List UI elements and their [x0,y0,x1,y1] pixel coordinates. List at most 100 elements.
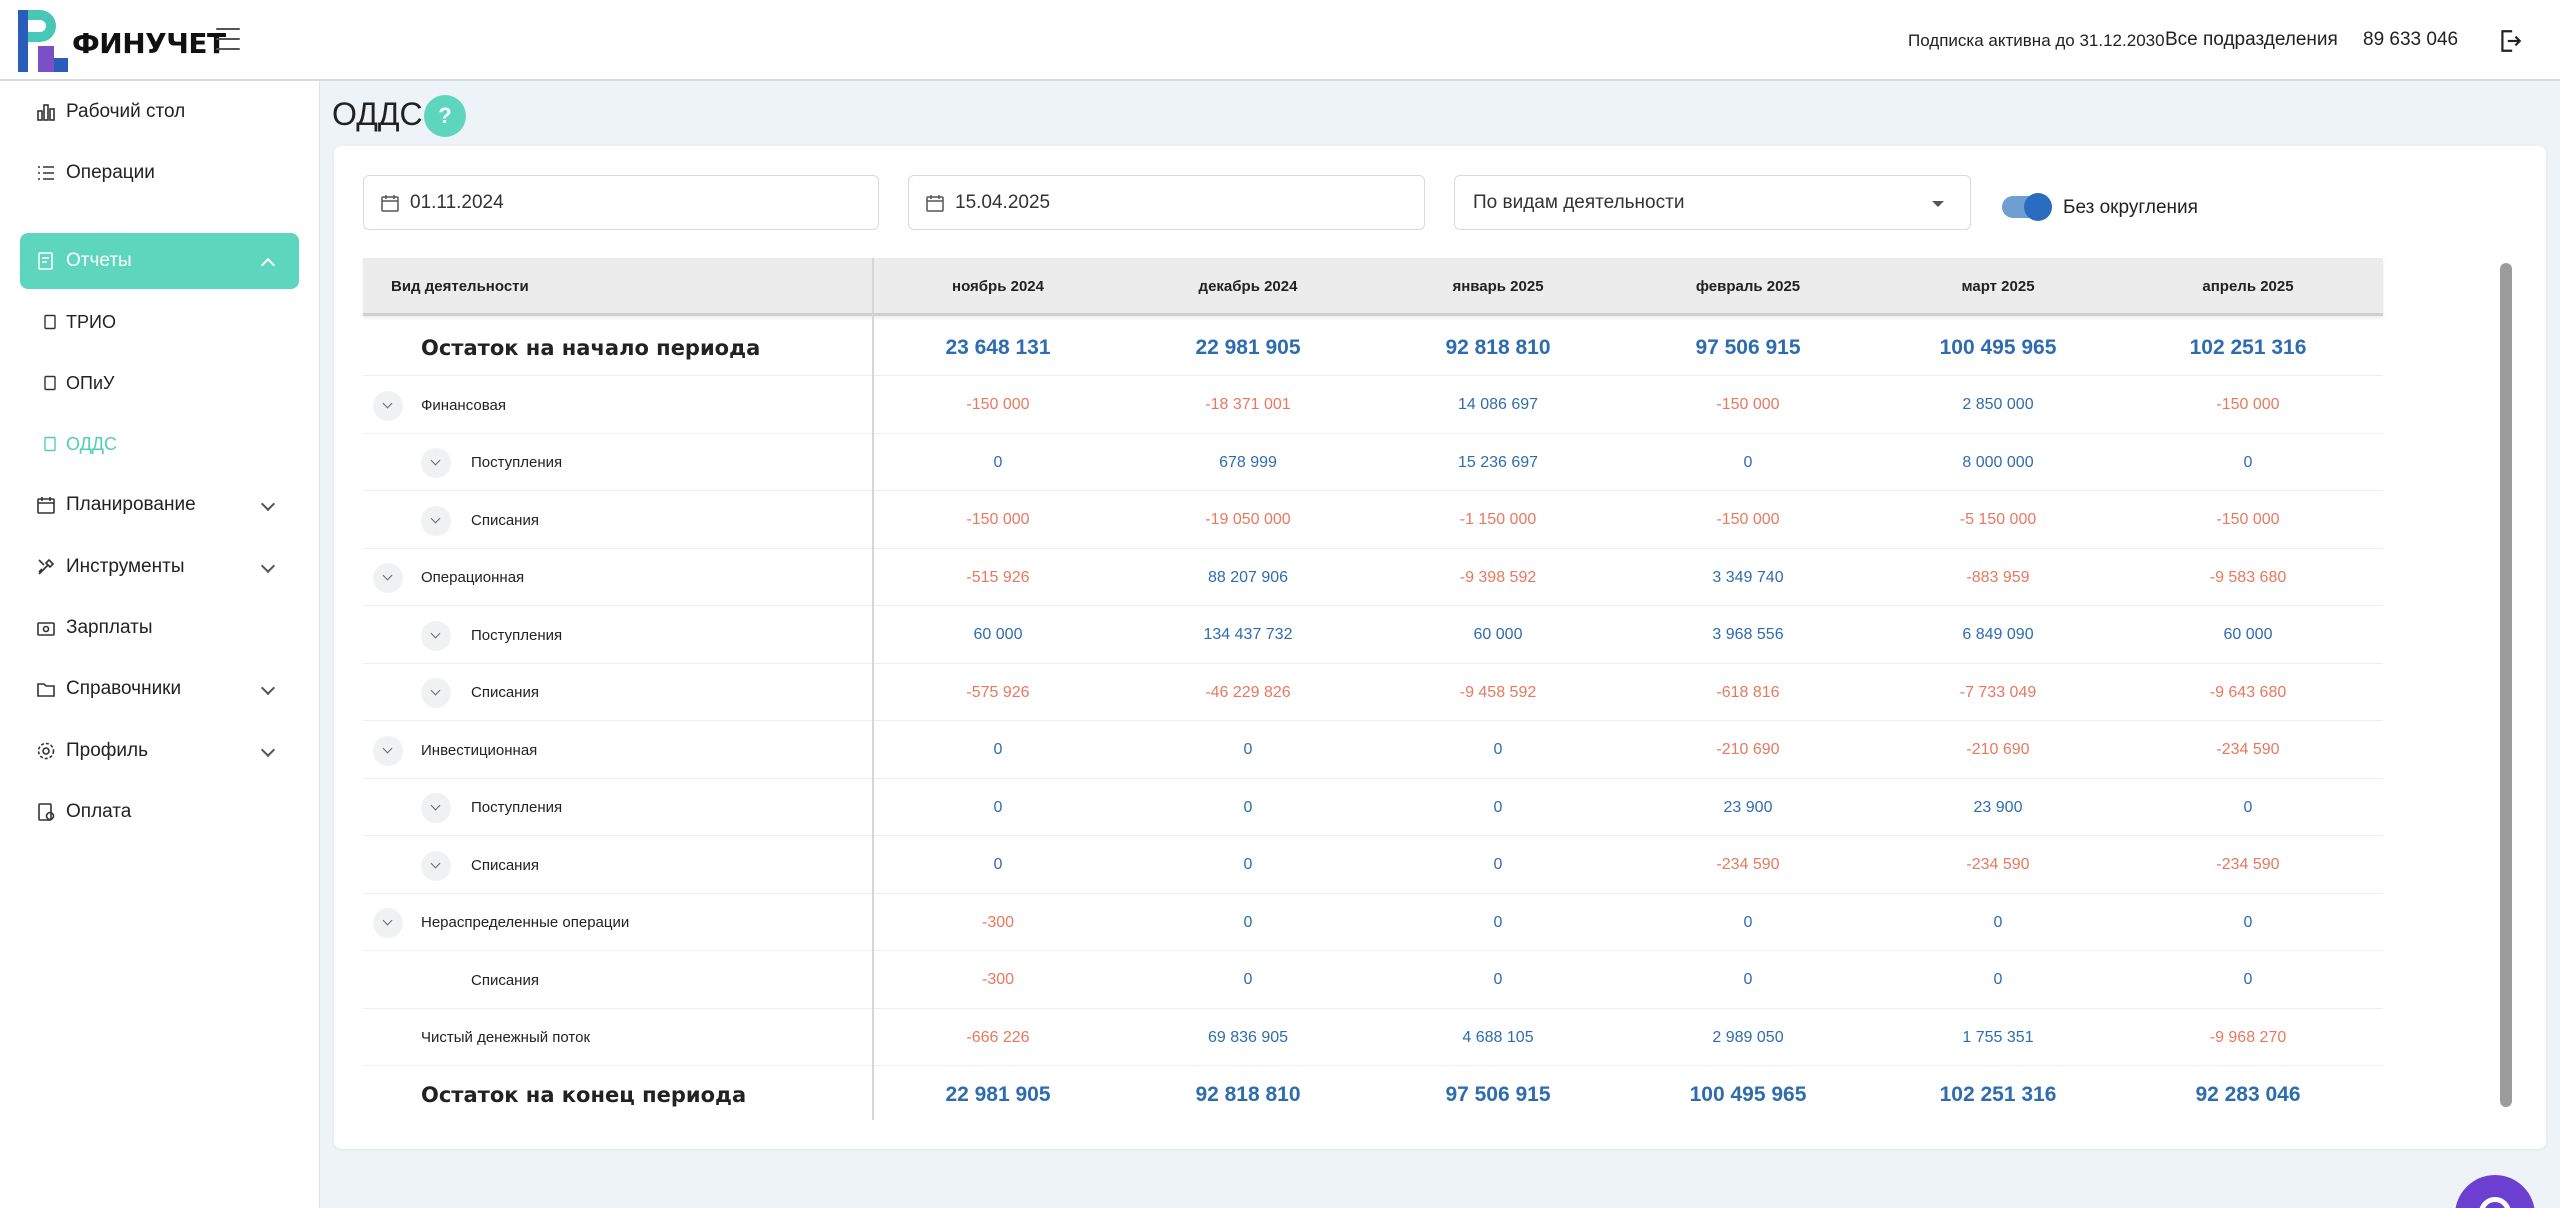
sidebar-item-reports[interactable]: Отчеты [20,233,299,289]
chevron-up-icon [260,257,276,273]
table-cell: 0 [1743,971,1753,988]
table-row: Чистый денежный поток -666 226 69 836 905 4… [363,1009,2383,1066]
top-header: ФИНУЧЕТ Подписка активна до 31.12.2030 В… [0,0,2560,81]
logo[interactable] [18,10,70,72]
hamburger-menu-icon[interactable] [216,28,240,50]
expand-chevron-icon[interactable] [421,850,451,881]
table-cell: 0 [993,856,1003,873]
sidebar-subitem-trio[interactable]: ТРИО [42,302,116,342]
table-cell: 6 849 090 [1962,626,2034,643]
sidebar-item-planning[interactable]: Планирование [20,477,299,533]
sidebar-subitem-odds[interactable]: ОДДС [42,424,117,464]
sidebar-item-label: Справочники [66,678,182,699]
table-row: Остаток на начало периода 23 648 131 22 98… [363,319,2383,376]
sidebar-subitem-opiu[interactable]: ОПиУ [42,363,114,403]
expand-chevron-icon[interactable] [421,678,451,708]
row-label: Остаток на начало периода [421,335,761,360]
table-row: Остаток на конец периода 22 981 905 92 818… [363,1067,2383,1124]
expand-chevron-icon[interactable] [421,505,451,536]
sidebar-item-desktop[interactable]: Рабочий стол [20,84,299,140]
sidebar-item-tools[interactable]: Инструменты [20,539,299,595]
sidebar-item-salaries[interactable]: Зарплаты [20,600,299,656]
expand-chevron-icon[interactable] [421,620,451,651]
table-cell: -234 590 [2216,741,2280,758]
sidebar-item-profile[interactable]: Профиль [20,723,299,779]
sidebar: Рабочий стол Операции Отчеты ТРИО ОПиУ О… [0,81,320,1208]
table-cell: 23 900 [1973,798,2023,816]
list-icon [36,163,56,183]
gear-icon [36,741,56,761]
table-cell: 0 [1493,971,1503,988]
column-header-month: февраль 2025 [1695,278,1801,295]
expand-chevron-icon[interactable] [373,735,403,766]
expand-chevron-icon[interactable] [421,448,451,478]
date-to-field[interactable]: 15.04.2025 [908,175,1425,230]
row-label: Операционная [421,569,525,586]
table-cell: 14 086 697 [1457,396,1539,413]
logout-icon[interactable] [2497,28,2523,54]
table-cell: 0 [1493,798,1503,816]
row-label: Финансовая [421,396,506,414]
calendar-icon [381,194,399,212]
table-cell: -19 050 000 [1205,511,1291,528]
expand-chevron-icon[interactable] [373,908,403,938]
sidebar-subitem-label: ОДДС [66,433,117,454]
table-cell: 0 [1743,913,1753,931]
table-cell: 0 [2243,798,2253,816]
sidebar-item-operations[interactable]: Операции [20,145,299,201]
table-row: Финансовая -150 000 -18 371 001 14 086 697 -… [363,377,2383,434]
expand-chevron-icon[interactable] [421,793,451,823]
tools-icon [36,557,56,577]
table-cell: 102 251 316 [2189,335,2307,359]
grouping-select[interactable]: По видам деятельности [1454,175,1971,230]
table-cell: -575 926 [966,683,1030,701]
table-row: Списания -150 000 -19 050 000 -1 150 000 -15… [363,492,2383,549]
table-cell: 15 236 697 [1457,453,1539,471]
table-cell: 0 [993,741,1003,758]
table-cell: 3 349 740 [1712,568,1784,586]
table-cell: -9 458 592 [1459,683,1537,701]
table-cell: -18 371 001 [1205,396,1291,413]
table-cell: 0 [2243,971,2253,988]
vertical-scrollbar[interactable] [2500,263,2512,1107]
date-from-field[interactable]: 01.11.2024 [363,175,879,230]
table-cell: -300 [981,913,1015,931]
table-cell: -5 150 000 [1959,511,2037,528]
chevron-down-icon [260,680,276,696]
help-button[interactable]: ? [424,95,466,137]
table-cell: 3 968 556 [1712,626,1784,643]
row-label: Поступления [471,454,563,471]
table-cell: 0 [1993,913,2003,931]
table-cell: 100 495 965 [1939,335,2057,359]
no-rounding-toggle[interactable] [2002,193,2052,221]
chat-widget-button[interactable] [2455,1175,2535,1208]
sidebar-item-references[interactable]: Справочники [20,661,299,717]
row-label: Нераспределенные операции [421,914,630,931]
table-cell: 23 648 131 [945,335,1051,359]
table-cell: -234 590 [2216,856,2280,873]
table-row: Нераспределенные операции -300 0 0 0 0 0 [363,894,2383,951]
table-cell: 22 981 905 [945,1083,1051,1106]
expand-chevron-icon[interactable] [373,563,403,593]
document-icon [42,314,58,330]
row-label: Поступления [471,626,563,644]
table-cell: -666 226 [966,1028,1030,1046]
chevron-down-icon [260,496,276,512]
chevron-down-icon [260,558,276,574]
chevron-down-icon [260,742,276,758]
table-cell: -150 000 [966,511,1030,528]
sidebar-item-payment[interactable]: Оплата [20,784,299,840]
table-cell: 0 [1243,913,1253,931]
table-row: Инвестиционная 0 0 0 -210 690 -210 690 -234 59… [363,722,2383,779]
table-cell: 2 850 000 [1962,396,2034,413]
table-cell: 0 [993,453,1003,471]
expand-chevron-icon[interactable] [373,390,403,421]
table-cell: -883 959 [1966,568,2030,586]
table-cell: 0 [1493,856,1503,873]
divisions-selector[interactable]: Все подразделения [2165,29,2338,50]
sidebar-item-label: Профиль [66,740,149,761]
document-icon [42,436,58,452]
date-to-value: 15.04.2025 [955,191,1051,213]
sidebar-subitem-label: ТРИО [66,311,116,332]
column-header-month: декабрь 2024 [1198,278,1298,295]
